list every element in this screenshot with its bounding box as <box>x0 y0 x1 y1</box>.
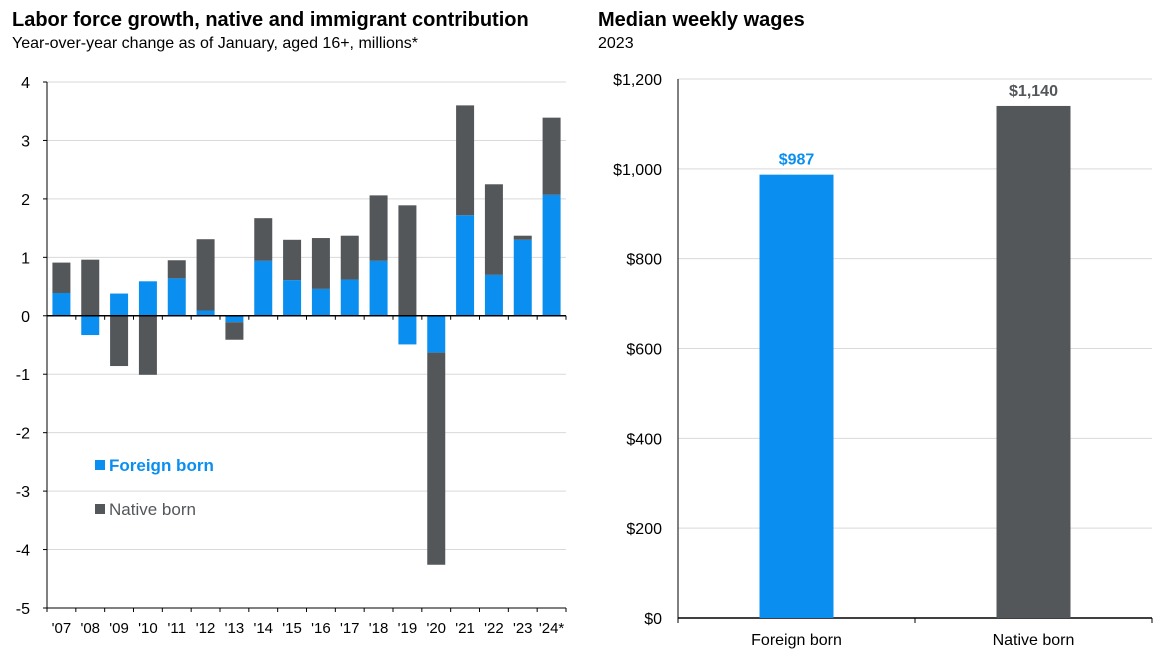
native-born-bar <box>311 238 330 289</box>
y-tick-label: -1 <box>16 367 30 384</box>
x-tick-label: '08 <box>80 620 100 637</box>
x-tick-label: '20 <box>426 620 446 637</box>
foreign-born-bar <box>513 239 532 316</box>
native-born-bar <box>398 205 417 316</box>
native-born-bar <box>110 315 129 367</box>
y-tick-label: -2 <box>16 426 30 443</box>
y-tick-label: $0 <box>644 611 662 628</box>
native-born-bar <box>484 184 503 275</box>
foreign-born-bar <box>542 194 561 316</box>
x-tick-label: '13 <box>225 620 245 637</box>
native-born-bar <box>340 235 359 280</box>
legend-label-foreign-born: Foreign born <box>109 456 214 475</box>
foreign-born-bar <box>196 310 215 316</box>
foreign-born-bar <box>283 280 302 316</box>
left-chart-title: Labor force growth, native and immigrant… <box>12 9 529 31</box>
y-tick-label: $200 <box>626 521 662 538</box>
x-tick-label: '18 <box>369 620 389 637</box>
native-born-bar <box>369 195 388 261</box>
y-tick-label: -3 <box>16 484 30 501</box>
foreign-born-bar <box>369 260 388 316</box>
native-born-bar <box>196 239 215 311</box>
native-born-bar <box>456 105 475 216</box>
native-born-bar <box>427 352 446 565</box>
y-tick-label: -4 <box>16 543 30 560</box>
legend-swatch-native-born <box>95 504 105 514</box>
x-tick-label: '21 <box>455 620 475 637</box>
x-tick-label: '19 <box>398 620 418 637</box>
foreign-born-bar <box>52 292 71 316</box>
right-chart-title: Median weekly wages <box>598 9 805 31</box>
y-tick-label: $400 <box>626 431 662 448</box>
foreign-born-bar <box>456 215 475 316</box>
left-chart-subtitle: Year-over-year change as of January, age… <box>12 35 419 52</box>
native-born-bar <box>81 259 100 316</box>
y-tick-label: 0 <box>21 309 30 326</box>
foreign-born-bar <box>167 278 186 316</box>
native-born-bar <box>167 260 186 279</box>
y-tick-label: -5 <box>16 601 30 618</box>
y-tick-label: 2 <box>21 192 30 209</box>
x-tick-label: '11 <box>168 620 186 637</box>
y-tick-label: $800 <box>626 252 662 269</box>
native-born-bar <box>513 235 532 240</box>
x-tick-label: '12 <box>196 620 216 637</box>
y-tick-label: 4 <box>21 75 30 92</box>
native-born-bar <box>542 117 561 195</box>
y-tick-label: $1,200 <box>613 72 662 89</box>
foreign-born-bar <box>311 288 330 316</box>
foreign-born-bar <box>340 279 359 316</box>
x-tick-label: '14 <box>253 620 273 637</box>
native-born-bar <box>225 322 244 340</box>
right-chart-subtitle: 2023 <box>598 35 634 52</box>
y-tick-label: 3 <box>21 133 30 150</box>
legend-swatch-foreign-born <box>95 460 105 470</box>
x-tick-label: '16 <box>311 620 331 637</box>
native-born-bar <box>254 218 273 261</box>
foreign-born-bar <box>398 315 417 345</box>
native-born-bar <box>138 315 157 375</box>
x-tick-label: Native born <box>993 632 1075 649</box>
x-tick-label: '17 <box>340 620 360 637</box>
native-born-bar <box>52 262 71 293</box>
x-tick-label: Foreign born <box>751 632 842 649</box>
data-label: $1,140 <box>1009 83 1058 100</box>
foreign-born-wage-bar <box>759 174 834 619</box>
foreign-born-bar <box>81 315 100 336</box>
x-tick-label: '24* <box>539 620 565 637</box>
y-tick-label: $1,000 <box>613 162 662 179</box>
x-tick-label: '10 <box>138 620 158 637</box>
native-born-wage-bar <box>996 105 1071 618</box>
y-tick-label: $600 <box>626 342 662 359</box>
x-tick-label: '09 <box>109 620 129 637</box>
x-tick-label: '15 <box>282 620 302 637</box>
data-label: $987 <box>779 152 815 169</box>
foreign-born-bar <box>484 274 503 316</box>
native-born-bar <box>283 239 302 281</box>
foreign-born-bar <box>427 315 446 353</box>
x-tick-label: '22 <box>484 620 504 637</box>
legend-label-native-born: Native born <box>109 500 196 519</box>
foreign-born-bar <box>254 260 273 316</box>
y-tick-label: 1 <box>21 250 30 267</box>
foreign-born-bar <box>225 315 244 323</box>
foreign-born-bar <box>138 281 157 316</box>
x-tick-label: '07 <box>52 620 72 637</box>
foreign-born-bar <box>110 293 129 316</box>
x-tick-label: '23 <box>513 620 533 637</box>
